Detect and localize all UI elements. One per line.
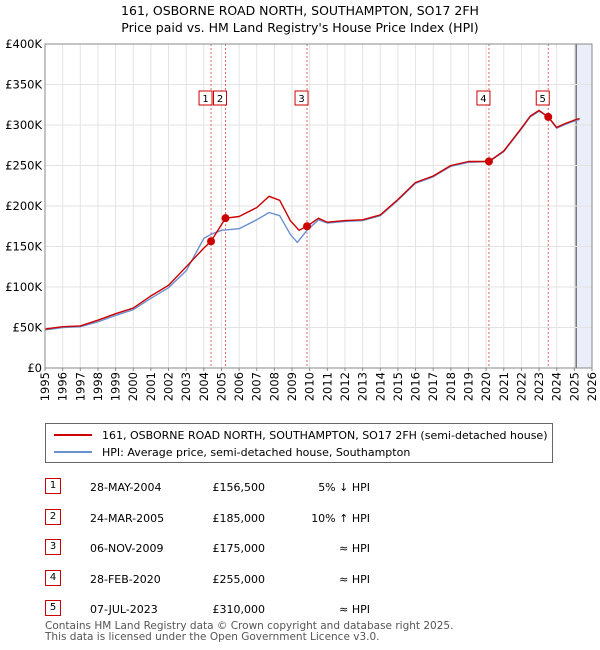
sale-label-box [294,90,309,106]
sale-point [544,112,553,121]
sale-number-badge: 5 [45,600,61,616]
sale-hpi-relation: ≈ HPI [339,603,370,616]
x-tick-label: 2025 [567,372,581,401]
legend-hpi-swatch [54,451,92,453]
x-tick-label: 1997 [73,372,87,401]
sale-date: 24-MAR-2005 [90,511,165,525]
x-tick-label: 2021 [497,372,511,401]
chart-title-line2: Price paid vs. HM Land Registry's House … [121,20,479,35]
sale-label-box [198,90,213,106]
legend-price-label: 161, OSBORNE ROAD NORTH, SOUTHAMPTON, SO… [102,428,548,442]
x-tick-label: 2026 [585,372,599,401]
x-tick-label: 2008 [267,372,281,401]
x-tick-label: 2020 [479,372,493,401]
x-tick-label: 2011 [320,372,334,401]
footer: Contains HM Land Registry data © Crown c… [45,621,453,643]
sale-hpi-relation: 10% ↑ HPI [311,511,370,525]
x-tick-label: 1999 [109,372,123,401]
x-tick-label: 1996 [56,372,70,401]
x-tick-label: 2007 [250,372,264,401]
sale-point [303,222,312,231]
x-tick-label: 2003 [179,372,193,401]
y-tick-label: £250K [5,159,42,173]
y-tick-label: £200K [5,199,42,213]
x-tick-label: 1995 [38,372,52,401]
legend-item-price: 161, OSBORNE ROAD NORTH, SOUTHAMPTON, SO… [54,427,548,443]
x-tick-label: 2005 [214,372,228,401]
x-tick-label: 2022 [514,372,528,401]
x-tick-label: 2014 [373,372,387,401]
legend-price-swatch [54,434,92,436]
sale-price: £255,000 [212,572,266,586]
x-tick-label: 2010 [303,372,317,401]
sale-row: 3 06-NOV-2009 £175,000 ≈ HPI [0,539,600,559]
sale-label-box [535,90,550,106]
sale-hpi-relation: 5% ↓ HPI [318,481,370,494]
x-tick-label: 2002 [162,372,176,401]
chart-title-line1: 161, OSBORNE ROAD NORTH, SOUTHAMPTON, SO… [121,3,479,18]
sale-number-badge: 1 [45,478,61,494]
y-tick-label: £100K [5,280,42,294]
sale-label-text: 1 [202,94,208,105]
sale-row: 1 28-MAY-2004 £156,500 5% ↓ HPI [0,478,600,498]
sale-row: 5 07-JUL-2023 £310,000 ≈ HPI [0,600,600,620]
sale-point [207,237,216,246]
y-tick-label: £150K [5,240,42,254]
legend-item-hpi: HPI: Average price, semi-detached house,… [54,444,410,460]
x-tick-label: 2023 [532,372,546,401]
sale-row: 2 24-MAR-2005 £185,000 10% ↑ HPI [0,508,600,529]
sale-label-text: 4 [480,94,486,105]
sale-date: 28-MAY-2004 [90,481,162,494]
y-tick-label: £400K [5,37,42,51]
x-tick-label: 2004 [197,372,211,401]
sale-number-badge: 3 [45,539,61,555]
sale-price: £156,500 [212,481,266,494]
x-tick-label: 2016 [409,372,423,401]
x-tick-label: 2018 [444,372,458,401]
x-tick-label: 2019 [461,372,475,401]
footer-line2: This data is licensed under the Open Gov… [45,631,380,643]
x-tick-label: 2009 [285,372,299,401]
sale-hpi-relation: ≈ HPI [339,572,370,586]
legend-hpi-label: HPI: Average price, semi-detached house,… [102,445,411,459]
sale-price: £310,000 [212,603,266,616]
sale-row: 4 28-FEB-2020 £255,000 ≈ HPI [0,569,600,590]
price-paid-line [44,109,580,330]
sale-date: 06-NOV-2009 [90,542,164,555]
sale-price: £175,000 [212,542,266,555]
sale-label-box [213,90,228,106]
y-tick-label: £0 [27,361,42,375]
sale-label-text: 5 [540,94,546,105]
sale-hpi-relation: ≈ HPI [339,542,370,555]
x-tick-label: 2024 [550,372,564,401]
sale-date: 07-JUL-2023 [90,603,158,616]
y-tick-label: £300K [5,118,42,132]
sale-point [221,214,230,223]
x-tick-label: 2000 [126,372,140,401]
plot-frame [44,43,593,369]
sale-number-badge: 4 [45,569,61,586]
x-tick-label: 2012 [338,372,352,401]
x-tick-label: 2015 [391,372,405,401]
sale-point [484,157,493,166]
x-tick-label: 1998 [91,372,105,401]
x-tick-label: 2001 [144,372,158,401]
sale-number-badge: 2 [45,508,61,525]
price-chart: 1 2 3 4 5 £0 £50K £100K £150K £200K £250K £300K £350… [5,37,599,401]
x-tick-label: 2013 [356,372,370,401]
sale-label-text: 2 [217,94,223,105]
sale-price: £185,000 [212,511,266,525]
y-tick-label: £350K [5,78,42,92]
legend: 161, OSBORNE ROAD NORTH, SOUTHAMPTON, SO… [45,423,553,463]
x-tick-label: 2017 [426,372,440,401]
y-tick-label: £50K [13,321,43,335]
footer-line1: Contains HM Land Registry data © Crown c… [45,620,454,632]
sale-label-text: 3 [298,94,304,105]
sale-date: 28-FEB-2020 [90,572,161,586]
x-tick-label: 2006 [232,372,246,401]
sale-label-box [476,90,491,106]
